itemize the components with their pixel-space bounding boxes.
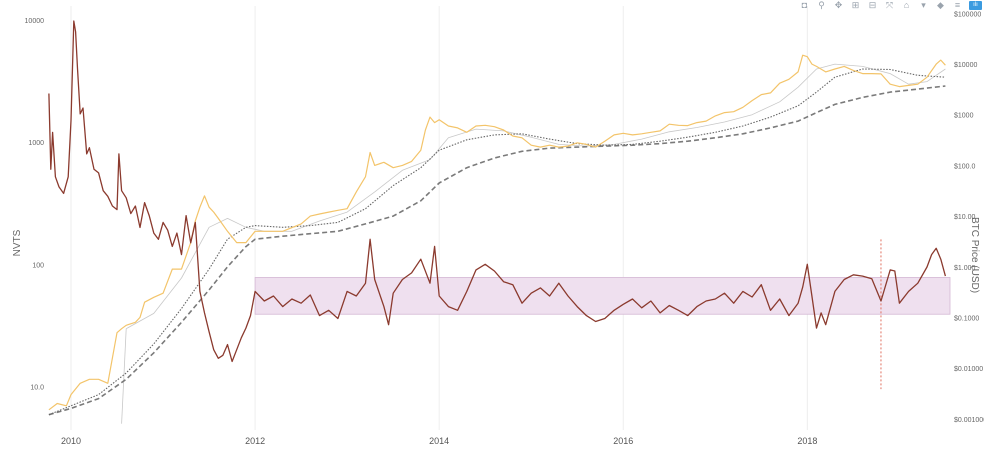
y-right-tick-label: $1.000 [954,265,976,272]
y-left-axis-title: NVTS [12,229,23,256]
nvts-band [254,277,951,315]
spike-lines-icon[interactable]: ≡ [954,0,961,10]
camera-icon[interactable]: ◘ [801,0,808,10]
y-left-tick-label: 10000 [25,18,45,25]
zoom-out-icon[interactable]: ⊟ [868,0,877,10]
y-right-tick-label: $100000 [954,11,981,18]
zoom-icon[interactable]: ⚲ [818,0,825,10]
band-layer [254,239,951,390]
series-layer [48,20,947,424]
chart-toolbar: ◘ ⚲ ✥ ⊞ ⊟ ⤧ ⌂ ▾ ◆ ≡ ılı [799,0,982,10]
sma-dashed-line [48,85,946,416]
y-left-tick-label: 100 [32,262,44,269]
x-tick-label: 2018 [797,436,817,446]
y-right-tick-label: $1000 [954,113,974,120]
sma-dotted-line [48,68,946,416]
x-tick-label: 2010 [61,436,81,446]
btc-price-line [48,54,946,411]
x-tick-label: 2016 [613,436,633,446]
pan-icon[interactable]: ✥ [834,0,843,10]
y-right-tick-label: $0.1000 [954,315,979,322]
y-left-axis-ticks: 10.0 100 1000 10000 [25,18,45,392]
sma-thin-line [121,63,946,424]
home-icon[interactable]: ⌂ [903,0,910,10]
x-tick-label: 2014 [429,436,449,446]
hover-compare-icon[interactable]: ◆ [937,0,944,10]
y-right-axis-ticks: $0.001000 $0.01000 $0.1000 $1.000 $10.00 $100… [954,11,984,423]
gridlines [70,6,808,430]
y-left-tick-label: 10.0 [30,384,44,391]
y-right-tick-label: $0.01000 [954,366,983,373]
x-tick-label: 2012 [245,436,265,446]
x-axis-ticks: 2010 2012 2014 2016 2018 [61,436,817,446]
y-right-tick-label: $10000 [954,62,977,69]
y-right-axis-title: BTC Price (USD) [969,217,980,293]
y-right-tick-label: $100.0 [954,163,976,170]
y-right-tick-label: $10.00 [954,214,976,221]
y-left-tick-label: 1000 [28,140,44,147]
nvts-line [48,20,947,363]
plotly-logo-icon[interactable]: ılı [969,0,982,10]
hover-closest-icon[interactable]: ▾ [921,0,926,10]
zoom-in-icon[interactable]: ⊞ [851,0,860,10]
autoscale-icon[interactable]: ⤧ [885,0,894,10]
y-right-tick-label: $0.001000 [954,417,984,424]
